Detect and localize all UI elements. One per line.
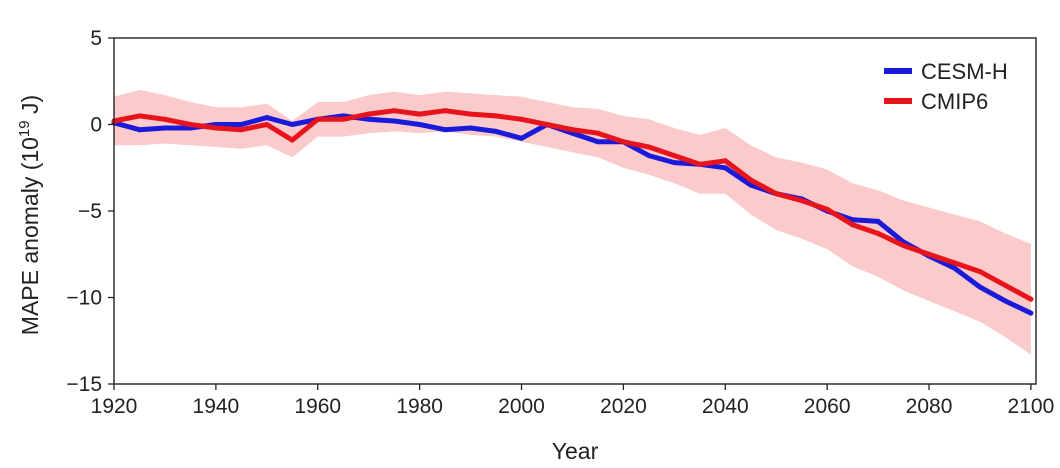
data-point-cmip6 bbox=[1028, 296, 1034, 302]
legend-label-cesm-h: CESM-H bbox=[921, 59, 1008, 84]
data-point-cmip6 bbox=[570, 127, 575, 133]
data-point-cesm-h bbox=[468, 125, 474, 131]
data-point-cesm-h bbox=[1002, 298, 1008, 304]
data-point-cesm-h bbox=[366, 116, 372, 122]
data-point-cmip6 bbox=[315, 116, 321, 122]
data-point-cmip6 bbox=[417, 111, 423, 117]
data-point-cmip6 bbox=[850, 222, 856, 228]
x-tick-label: 2100 bbox=[1008, 395, 1055, 418]
legend-label-cmip6: CMIP6 bbox=[921, 89, 988, 114]
y-axis-title-exponent: 19 bbox=[16, 120, 33, 137]
data-point-cesm-h bbox=[722, 165, 728, 171]
data-point-cmip6 bbox=[187, 122, 193, 127]
data-point-cmip6 bbox=[952, 260, 957, 266]
x-tick-label: 2060 bbox=[804, 395, 851, 418]
series-cesm-h bbox=[111, 113, 1034, 316]
y-tick-label: 5 bbox=[90, 27, 102, 50]
data-point-cmip6 bbox=[137, 113, 142, 119]
data-point-cmip6 bbox=[748, 177, 754, 183]
data-point-cmip6 bbox=[162, 116, 168, 122]
x-axis-title: Year bbox=[552, 438, 599, 464]
legend: CESM-H CMIP6 bbox=[884, 59, 1008, 114]
data-point-cmip6 bbox=[595, 130, 601, 136]
data-point-cesm-h bbox=[1028, 310, 1034, 316]
data-point-cesm-h bbox=[646, 153, 652, 159]
data-point-cmip6 bbox=[442, 108, 448, 114]
data-point-cesm-h bbox=[977, 284, 983, 290]
x-tick-label: 1920 bbox=[91, 395, 138, 418]
data-point-cmip6 bbox=[391, 108, 397, 114]
data-point-cmip6 bbox=[544, 122, 550, 127]
y-tick-label: −15 bbox=[66, 373, 102, 396]
data-point-cmip6 bbox=[671, 153, 677, 159]
data-point-cmip6 bbox=[799, 198, 805, 204]
data-point-cmip6 bbox=[289, 137, 295, 143]
data-point-cesm-h bbox=[519, 135, 524, 141]
data-point-cesm-h bbox=[493, 128, 499, 134]
y-axis: 5 0 −5 −10 −15 bbox=[66, 27, 114, 396]
data-point-cmip6 bbox=[519, 116, 524, 122]
data-point-cesm-h bbox=[417, 122, 423, 127]
data-point-cmip6 bbox=[493, 113, 499, 119]
data-point-cmip6 bbox=[238, 127, 244, 133]
data-point-cmip6 bbox=[1002, 282, 1008, 288]
data-point-cmip6 bbox=[901, 243, 907, 249]
data-point-cmip6 bbox=[875, 231, 881, 236]
x-tick-label: 2000 bbox=[498, 395, 545, 418]
x-axis: 1920 1940 1960 1980 2000 2020 2040 2060 2080 2100 bbox=[91, 384, 1055, 418]
data-point-cesm-h bbox=[875, 218, 881, 224]
x-tick-label: 1960 bbox=[294, 395, 341, 418]
x-tick-label: 2080 bbox=[906, 395, 953, 418]
y-tick-label: −10 bbox=[66, 287, 102, 310]
data-point-cesm-h bbox=[442, 127, 448, 133]
data-point-cesm-h bbox=[137, 127, 142, 133]
data-point-cmip6 bbox=[366, 111, 372, 117]
series-cmip6 bbox=[111, 108, 1034, 302]
data-point-cmip6 bbox=[646, 144, 652, 150]
data-point-cesm-h bbox=[289, 122, 295, 127]
y-tick-label: −5 bbox=[78, 200, 102, 223]
data-point-cesm-h bbox=[850, 217, 856, 223]
data-point-cesm-h bbox=[595, 139, 601, 145]
data-point-cesm-h bbox=[671, 160, 677, 166]
data-point-cmip6 bbox=[468, 111, 474, 117]
data-point-cesm-h bbox=[238, 122, 244, 127]
data-point-cmip6 bbox=[977, 269, 983, 275]
data-point-cesm-h bbox=[748, 182, 754, 188]
x-tick-label: 2040 bbox=[702, 395, 749, 418]
data-point-cesm-h bbox=[162, 125, 168, 131]
data-point-cmip6 bbox=[773, 191, 779, 197]
data-point-cmip6 bbox=[824, 206, 830, 212]
x-tick-label: 1980 bbox=[396, 395, 443, 418]
data-point-cmip6 bbox=[722, 158, 728, 164]
data-point-cmip6 bbox=[264, 122, 270, 127]
data-point-cmip6 bbox=[926, 251, 932, 257]
y-tick-label: 0 bbox=[90, 114, 102, 137]
y-axis-title-unit: J) bbox=[17, 95, 43, 121]
data-point-cmip6 bbox=[620, 139, 626, 145]
x-tick-label: 1940 bbox=[193, 395, 240, 418]
y-axis-title-main: MAPE anomaly (10 bbox=[17, 137, 43, 335]
data-point-cmip6 bbox=[340, 116, 346, 122]
data-point-cmip6 bbox=[697, 161, 703, 167]
data-point-cmip6 bbox=[213, 125, 219, 131]
series-layer bbox=[111, 108, 1034, 316]
data-point-cesm-h bbox=[264, 115, 270, 121]
data-point-cesm-h bbox=[952, 265, 957, 271]
y-axis-title: MAPE anomaly (1019 J) bbox=[16, 95, 43, 335]
x-tick-label: 2020 bbox=[600, 395, 647, 418]
data-point-cesm-h bbox=[391, 118, 397, 124]
